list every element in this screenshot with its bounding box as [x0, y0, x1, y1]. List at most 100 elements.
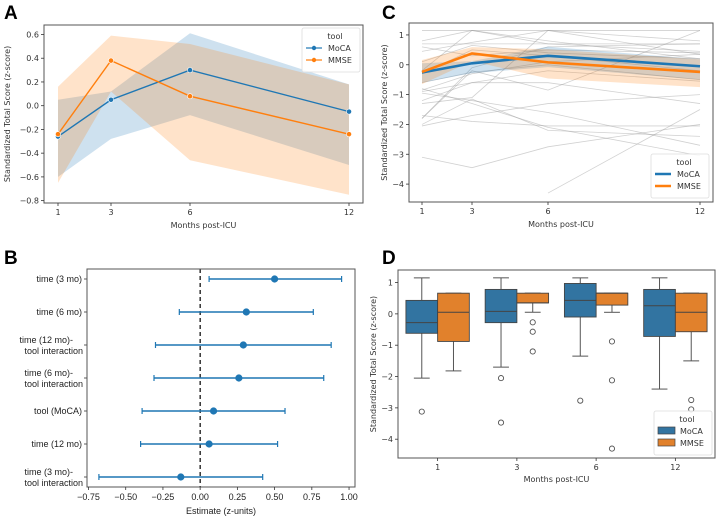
y-tick-label: 0.2: [26, 78, 39, 87]
individual-trajectory: [421, 30, 701, 52]
legend-label-moca: MoCA: [328, 44, 351, 53]
series-line-mmse: [421, 52, 701, 74]
box-mmse: [595, 292, 629, 452]
outlier-point: [608, 377, 616, 384]
x-tick-label: 12: [344, 208, 354, 217]
row-label: time (12 mo)-: [19, 335, 73, 345]
outlier-point: [529, 319, 536, 326]
outlier-point: [688, 396, 695, 404]
panel-letter-b: B: [4, 248, 18, 269]
box-moca: [563, 277, 597, 404]
row-label: time (6 mo)-: [24, 368, 73, 378]
x-tick-label: 0.50: [266, 492, 284, 502]
x-axis-label: Estimate (z-units): [186, 506, 256, 516]
row-label: tool interaction: [24, 478, 83, 488]
outlier-point: [608, 445, 616, 452]
series-line-mmse: [57, 59, 350, 135]
x-axis-label: Months post-ICU: [528, 220, 594, 229]
y-tick-label: 0.6: [26, 30, 39, 39]
legend-label-mmse: MMSE: [677, 182, 701, 191]
estimate-point: [271, 275, 279, 283]
estimate-point: [239, 341, 247, 349]
individual-trajectory: [421, 53, 701, 91]
iqr-box: [643, 288, 676, 337]
axes-frame: [43, 24, 364, 204]
panel-letter-a: A: [4, 3, 18, 24]
iqr-box: [516, 292, 550, 304]
data-point-mmse: [55, 131, 61, 138]
panel-b: time (3 mo)time (6 mo)time (12 mo)-tool …: [19, 268, 358, 516]
legend-title: tool: [679, 415, 694, 424]
box-moca: [484, 277, 518, 426]
individual-trajectory: [421, 46, 701, 57]
outlier-point: [418, 408, 425, 415]
iqr-box: [484, 288, 518, 324]
y-tick-label: −1: [381, 341, 393, 350]
individual-trajectory: [421, 44, 701, 63]
row-label: tool interaction: [24, 379, 83, 389]
y-tick-label: 0: [399, 61, 404, 70]
panel-letter-c: C: [382, 3, 396, 24]
row-label: time (6 mo): [36, 307, 82, 317]
legend-title: tool: [676, 158, 691, 167]
individual-trajectory: [421, 64, 701, 84]
legend-label-moca: MoCA: [680, 427, 703, 436]
individual-trajectory: [421, 30, 701, 104]
y-tick-label: −4: [392, 180, 404, 189]
y-tick-label: −2: [392, 120, 404, 129]
data-point-mmse: [346, 131, 352, 138]
outlier-point: [608, 338, 616, 345]
x-tick-label: 12: [695, 207, 705, 216]
y-tick-label: −3: [392, 150, 404, 159]
individual-trajectory: [421, 124, 701, 169]
box-moca: [405, 277, 439, 415]
ci-band-mmse: [422, 47, 700, 88]
legend-title: tool: [327, 32, 342, 41]
legend-swatch-mmse: [657, 438, 676, 447]
panel-d: 1 0 −1 −2 −3 −4 1 3 6 12 Months post-ICU Standardiz…: [369, 269, 716, 484]
y-tick-label: 0.0: [26, 102, 39, 111]
data-point-moca: [187, 67, 193, 73]
x-tick-label: 6: [187, 208, 192, 217]
row-label: time (3 mo): [36, 274, 82, 284]
individual-trajectory: [421, 92, 701, 146]
ci-band-moca: [422, 46, 700, 83]
x-tick-label: 1: [435, 463, 440, 472]
panel-a: 0.6 0.4 0.2 0.0 −0.2 −0.4 −0.6 −0.8 1 3 6 12 Months …: [3, 24, 364, 230]
iqr-box: [437, 292, 470, 342]
box-mmse: [516, 292, 550, 355]
y-axis-label: Standardized Total Score (z-score): [380, 44, 389, 180]
x-tick-label: 3: [469, 207, 474, 216]
individual-trajectory: [421, 82, 701, 104]
legend-box: [301, 27, 361, 73]
y-tick-label: 0: [388, 310, 393, 319]
x-tick-label: 6: [545, 207, 550, 216]
y-tick-label: −0.6: [20, 173, 39, 182]
x-tick-label: 0.75: [303, 492, 321, 502]
estimate-point: [242, 308, 250, 316]
legend: tool MoCA MMSE: [301, 27, 361, 73]
outlier-point: [529, 348, 536, 355]
data-point-mmse: [108, 57, 114, 64]
iqr-box: [595, 292, 629, 306]
y-tick-label: −4: [381, 435, 393, 444]
x-axis-label: Months post-ICU: [171, 221, 237, 230]
y-tick-label: 1: [388, 279, 393, 288]
row-label: tool interaction: [24, 346, 83, 356]
x-tick-label: 3: [514, 463, 519, 472]
x-tick-label: 1: [55, 208, 60, 217]
x-tick-label: 1: [419, 207, 424, 216]
row-label: time (12 mo): [31, 439, 82, 449]
individual-trajectory: [421, 115, 700, 127]
individual-trajectory: [421, 30, 701, 55]
y-axis-label: Standardized Total Score (z-score): [3, 46, 12, 182]
individual-trajectory: [421, 70, 701, 93]
x-tick-label: 12: [670, 463, 680, 472]
x-tick-label: 0.25: [229, 492, 247, 502]
x-axis-label: Months post-ICU: [524, 475, 590, 484]
x-tick-label: 6: [594, 463, 599, 472]
series-line-moca: [421, 54, 701, 74]
y-tick-label: −0.8: [20, 197, 39, 206]
panel-c: 1 0 −1 −2 −3 −4 1 3 6 12 Months post-ICU Standardiz…: [380, 22, 714, 229]
